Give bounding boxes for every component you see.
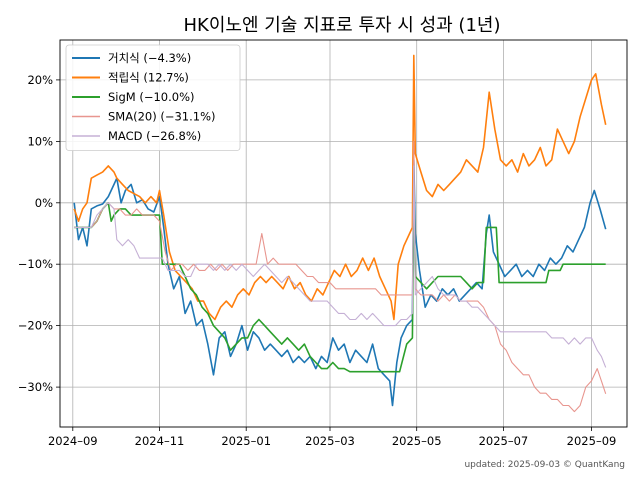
y-tick-label: −10% — [18, 257, 53, 271]
x-tick-label: 2025–03 — [305, 434, 355, 448]
legend-label: 거치식 (−4.3%) — [108, 51, 191, 65]
legend-label: SigM (−10.0%) — [108, 90, 195, 104]
legend-label: SMA(20) (−31.1%) — [108, 110, 216, 124]
footer-note: updated: 2025-09-03 © QuantKang — [464, 460, 625, 470]
x-tick-label: 2025–05 — [392, 434, 442, 448]
legend-label: MACD (−26.8%) — [108, 129, 201, 143]
y-tick-label: −20% — [18, 319, 53, 333]
y-tick-label: −30% — [18, 380, 53, 394]
x-tick-label: 2024–09 — [48, 434, 98, 448]
x-tick-label: 2025–09 — [567, 434, 617, 448]
legend-label: 적립식 (12.7%) — [108, 71, 189, 85]
x-tick-label: 2024–11 — [135, 434, 185, 448]
y-tick-label: 20% — [27, 73, 53, 87]
y-tick-label: 0% — [35, 196, 53, 210]
y-tick-label: 10% — [27, 134, 53, 148]
legend: 거치식 (−4.3%) 적립식 (12.7%) SigM (−10.0%) SMA(2… — [66, 45, 240, 151]
chart-title: HK이노엔 기술 지표로 투자 시 성과 (1년) — [183, 15, 500, 36]
x-tick-label: 2025–01 — [221, 434, 271, 448]
x-tick-label: 2025–07 — [479, 434, 529, 448]
